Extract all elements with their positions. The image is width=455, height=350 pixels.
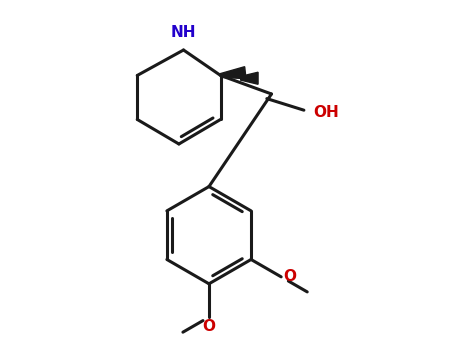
Text: O: O <box>202 320 216 335</box>
Text: OH: OH <box>313 105 339 120</box>
Text: NH: NH <box>171 25 196 40</box>
Polygon shape <box>241 72 258 84</box>
Polygon shape <box>220 67 246 79</box>
Text: O: O <box>283 270 297 284</box>
